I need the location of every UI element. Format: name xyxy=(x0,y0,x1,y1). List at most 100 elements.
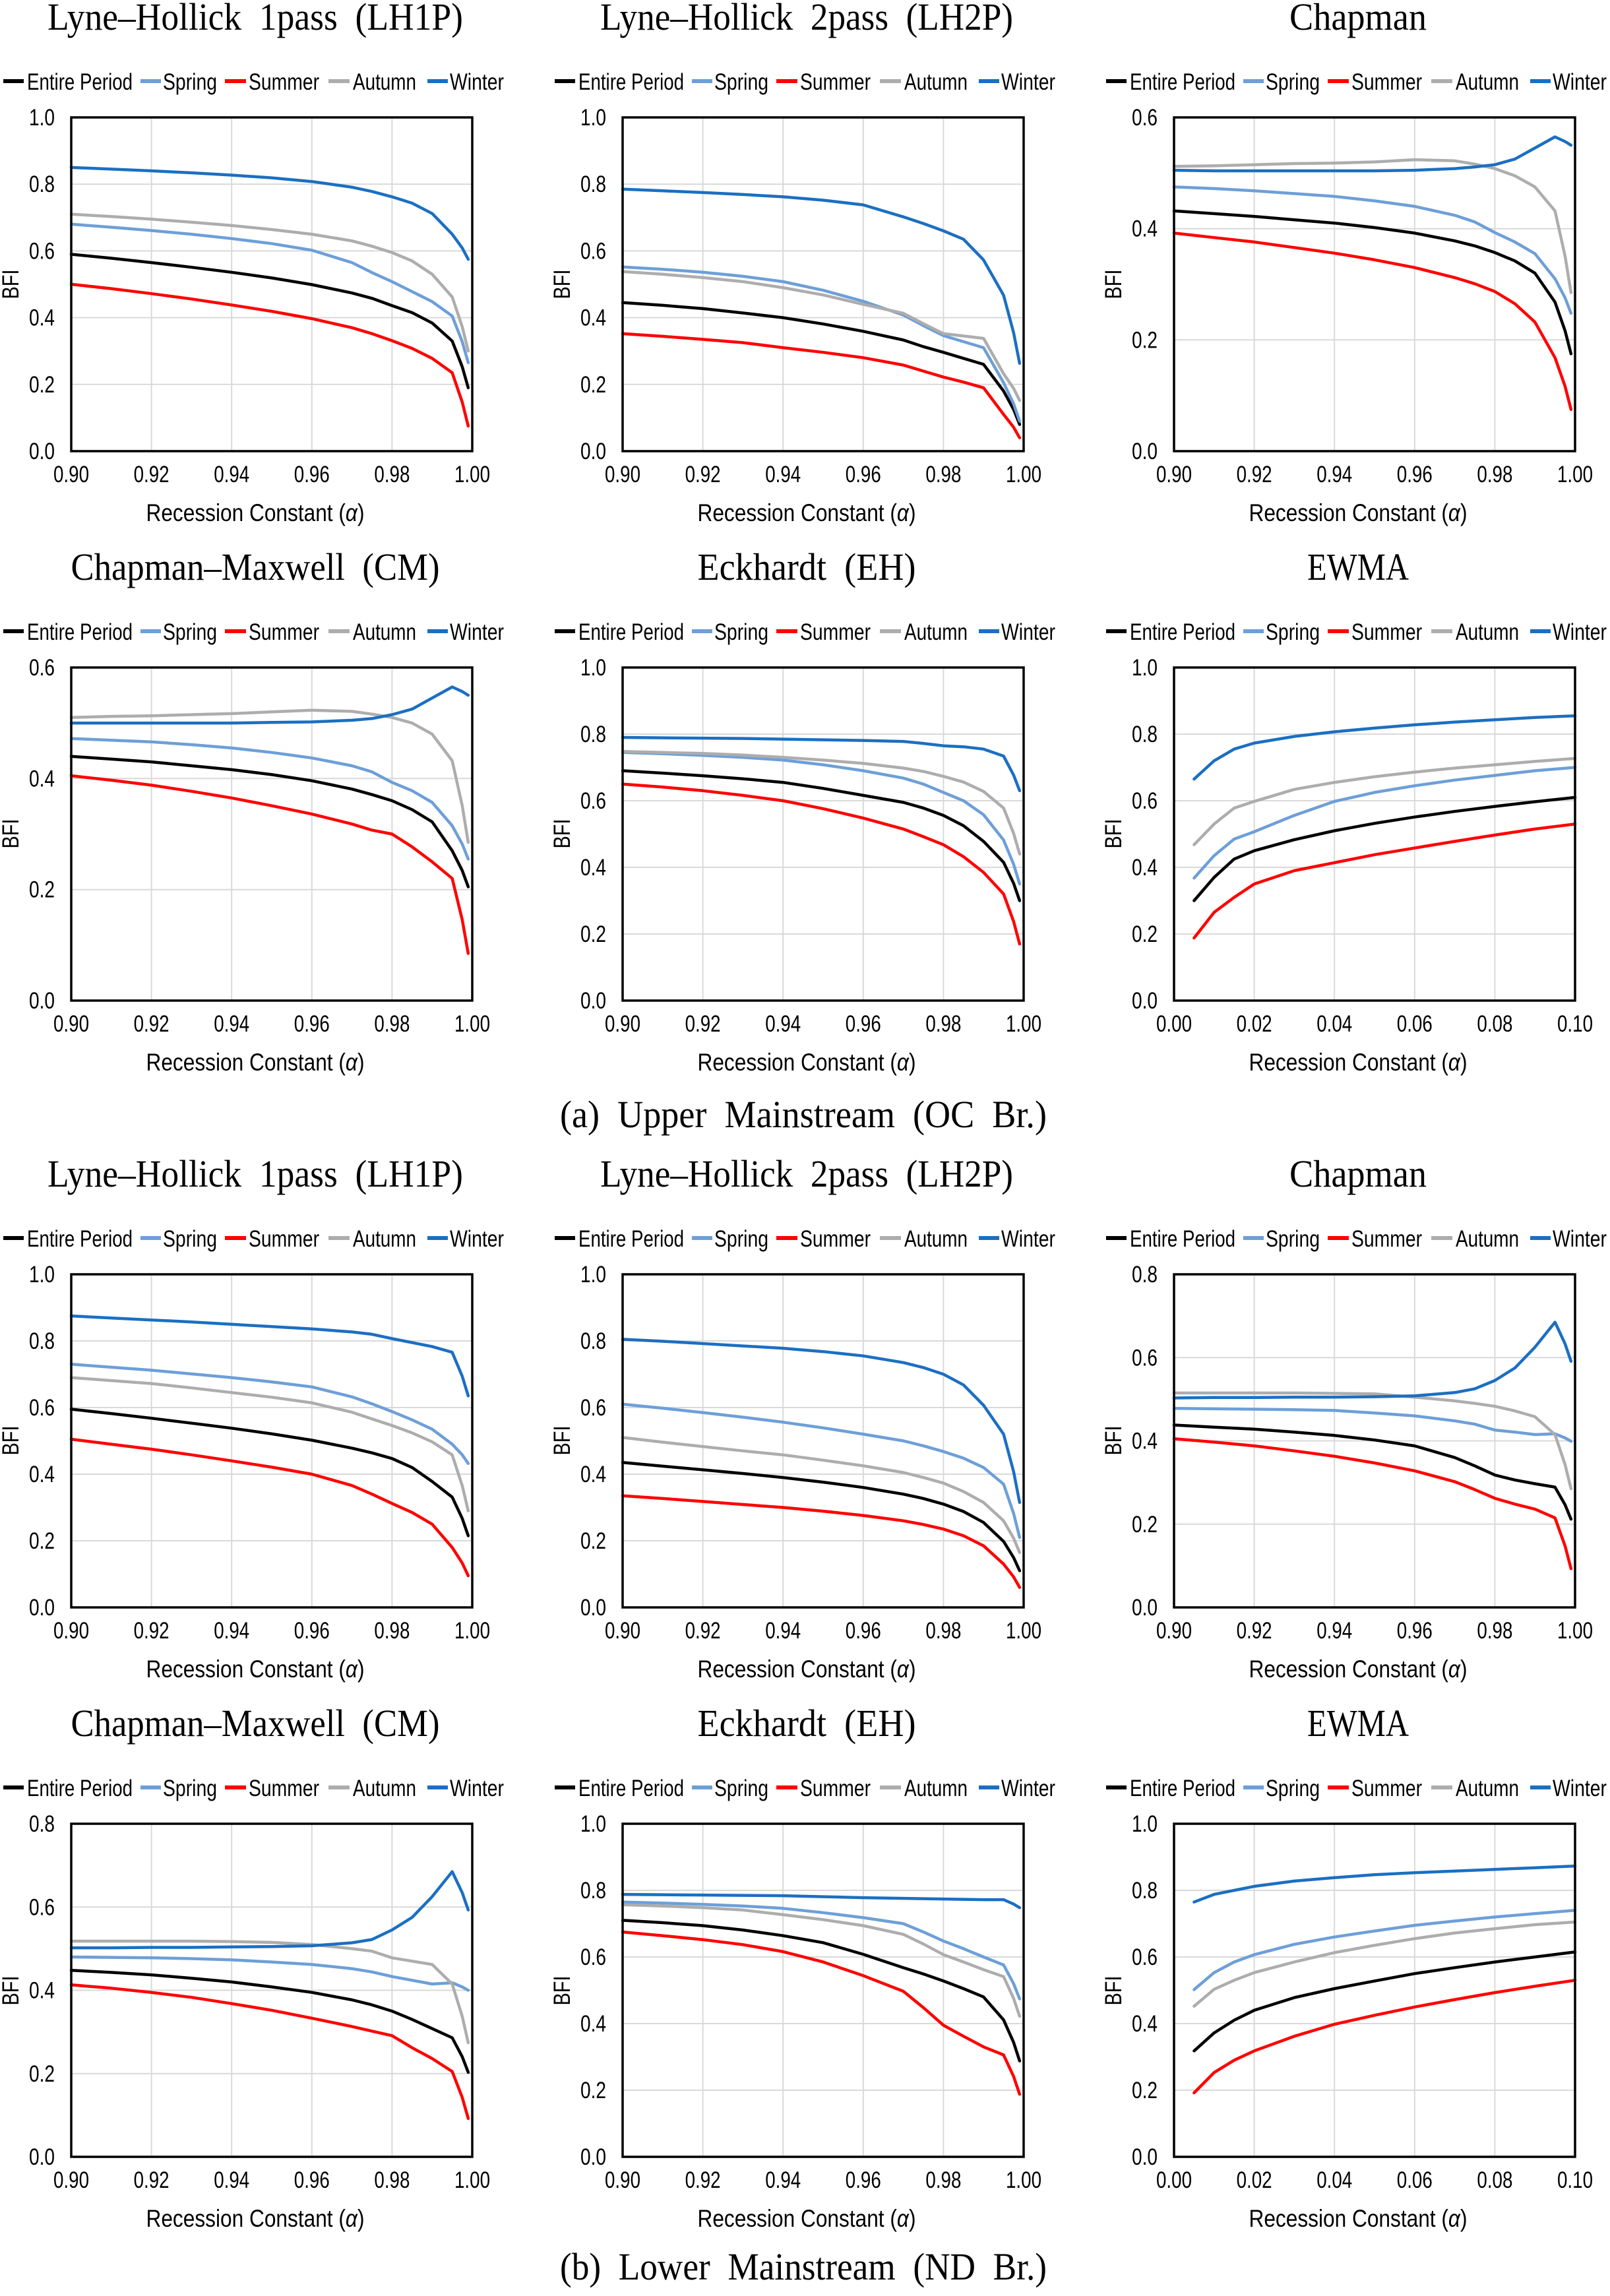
svg-text:0.6: 0.6 xyxy=(1132,1345,1158,1371)
svg-text:Recession Constant (α): Recession Constant (α) xyxy=(698,1656,916,1683)
svg-text:1.0: 1.0 xyxy=(1132,655,1158,681)
svg-text:Spring: Spring xyxy=(714,1776,768,1801)
svg-text:Entire Period: Entire Period xyxy=(1130,1776,1235,1801)
svg-text:Winter: Winter xyxy=(1001,1226,1055,1252)
svg-text:0.2: 0.2 xyxy=(580,921,606,947)
svg-text:Chapman: Chapman xyxy=(1289,0,1427,38)
svg-text:0.92: 0.92 xyxy=(134,2167,170,2193)
svg-text:1.00: 1.00 xyxy=(1006,462,1041,487)
svg-text:1.00: 1.00 xyxy=(454,2167,490,2193)
svg-text:0.2: 0.2 xyxy=(1132,921,1158,947)
svg-text:0.8: 0.8 xyxy=(29,1328,55,1354)
svg-text:1.00: 1.00 xyxy=(1006,2167,1041,2193)
svg-text:0.6: 0.6 xyxy=(29,1894,55,1920)
svg-text:Autumn: Autumn xyxy=(904,619,968,645)
svg-text:0.2: 0.2 xyxy=(29,372,55,398)
svg-text:0.4: 0.4 xyxy=(1132,855,1158,881)
svg-text:0.0: 0.0 xyxy=(580,1595,606,1621)
svg-text:0.94: 0.94 xyxy=(765,1618,801,1644)
svg-text:Entire Period: Entire Period xyxy=(1130,69,1235,95)
svg-text:0.98: 0.98 xyxy=(374,462,410,487)
svg-text:1.0: 1.0 xyxy=(580,1262,606,1288)
svg-text:0.06: 0.06 xyxy=(1397,1011,1433,1037)
svg-text:Recession Constant (α): Recession Constant (α) xyxy=(698,499,916,526)
svg-text:Entire Period: Entire Period xyxy=(578,619,684,645)
svg-text:0.4: 0.4 xyxy=(29,305,55,331)
svg-text:Spring: Spring xyxy=(1266,1776,1320,1801)
svg-text:1.00: 1.00 xyxy=(1006,1618,1041,1644)
svg-text:Recession Constant (α): Recession Constant (α) xyxy=(146,499,365,526)
svg-text:0.6: 0.6 xyxy=(580,238,606,264)
svg-text:Eckhardt (EH): Eckhardt (EH) xyxy=(698,1702,916,1745)
svg-text:Entire Period: Entire Period xyxy=(27,1226,133,1252)
svg-text:0.8: 0.8 xyxy=(580,1878,606,1904)
svg-text:0.08: 0.08 xyxy=(1477,1011,1512,1037)
svg-text:BFI: BFI xyxy=(549,1426,575,1456)
svg-text:0.0: 0.0 xyxy=(29,988,55,1014)
svg-text:Lyne–Hollick 2pass (LH2P): Lyne–Hollick 2pass (LH2P) xyxy=(600,1152,1013,1195)
svg-text:BFI: BFI xyxy=(0,819,24,849)
svg-text:EWMA: EWMA xyxy=(1307,1702,1409,1745)
svg-text:1.00: 1.00 xyxy=(454,462,490,487)
svg-text:0.8: 0.8 xyxy=(1132,1878,1158,1904)
svg-text:0.96: 0.96 xyxy=(1397,1618,1433,1644)
svg-text:Autumn: Autumn xyxy=(353,69,416,95)
svg-text:0.94: 0.94 xyxy=(765,1011,801,1037)
svg-text:0.92: 0.92 xyxy=(685,1011,721,1037)
svg-text:0.2: 0.2 xyxy=(29,1528,55,1554)
svg-text:0.04: 0.04 xyxy=(1316,2167,1352,2193)
svg-text:1.0: 1.0 xyxy=(580,1811,606,1837)
svg-text:0.96: 0.96 xyxy=(846,2167,881,2193)
svg-text:0.96: 0.96 xyxy=(294,1011,330,1037)
svg-text:Winter: Winter xyxy=(1553,1226,1607,1252)
svg-text:1.00: 1.00 xyxy=(454,1618,490,1644)
svg-text:0.94: 0.94 xyxy=(765,462,801,487)
svg-text:Summer: Summer xyxy=(800,619,871,645)
svg-text:Entire Period: Entire Period xyxy=(578,69,684,95)
svg-text:BFI: BFI xyxy=(1101,270,1127,299)
svg-text:0.96: 0.96 xyxy=(846,462,881,487)
svg-text:0.92: 0.92 xyxy=(134,1618,170,1644)
svg-text:1.00: 1.00 xyxy=(454,1011,490,1037)
svg-text:0.2: 0.2 xyxy=(580,1528,606,1554)
svg-text:BFI: BFI xyxy=(0,1426,24,1456)
svg-text:0.0: 0.0 xyxy=(29,2144,55,2170)
svg-text:0.4: 0.4 xyxy=(580,1462,606,1487)
svg-text:0.8: 0.8 xyxy=(580,1328,606,1354)
svg-text:Summer: Summer xyxy=(249,69,319,95)
svg-text:Entire Period: Entire Period xyxy=(1130,619,1235,645)
svg-text:BFI: BFI xyxy=(1101,1426,1127,1456)
svg-text:BFI: BFI xyxy=(0,270,24,299)
svg-text:0.2: 0.2 xyxy=(1132,2078,1158,2103)
svg-text:0.6: 0.6 xyxy=(29,238,55,264)
svg-text:Summer: Summer xyxy=(800,1776,871,1801)
svg-text:0.92: 0.92 xyxy=(1237,462,1272,487)
svg-text:0.98: 0.98 xyxy=(374,1011,410,1037)
svg-text:Entire Period: Entire Period xyxy=(578,1226,684,1252)
svg-text:0.98: 0.98 xyxy=(925,462,961,487)
svg-text:EWMA: EWMA xyxy=(1307,545,1409,588)
svg-text:Autumn: Autumn xyxy=(904,69,968,95)
svg-text:Autumn: Autumn xyxy=(353,619,416,645)
svg-text:0.6: 0.6 xyxy=(580,1395,606,1421)
svg-text:0.92: 0.92 xyxy=(685,1618,721,1644)
svg-text:1.00: 1.00 xyxy=(1557,1618,1593,1644)
svg-text:Chapman–Maxwell (CM): Chapman–Maxwell (CM) xyxy=(71,545,440,588)
svg-text:0.4: 0.4 xyxy=(1132,1429,1158,1454)
svg-text:0.0: 0.0 xyxy=(580,439,606,464)
svg-text:Chapman–Maxwell (CM): Chapman–Maxwell (CM) xyxy=(71,1702,440,1745)
svg-text:0.90: 0.90 xyxy=(605,1618,640,1644)
svg-text:Spring: Spring xyxy=(714,1226,768,1252)
svg-text:0.6: 0.6 xyxy=(29,655,55,681)
svg-text:Spring: Spring xyxy=(1266,619,1320,645)
svg-text:Winter: Winter xyxy=(1553,619,1607,645)
svg-text:0.98: 0.98 xyxy=(925,2167,961,2193)
svg-text:Summer: Summer xyxy=(249,1226,319,1252)
svg-text:0.90: 0.90 xyxy=(53,1618,89,1644)
svg-text:0.92: 0.92 xyxy=(685,462,721,487)
svg-text:Spring: Spring xyxy=(163,69,217,95)
svg-text:0.90: 0.90 xyxy=(1156,1618,1192,1644)
svg-text:Winter: Winter xyxy=(450,1226,504,1252)
svg-text:0.98: 0.98 xyxy=(925,1011,961,1037)
svg-text:0.90: 0.90 xyxy=(605,1011,640,1037)
